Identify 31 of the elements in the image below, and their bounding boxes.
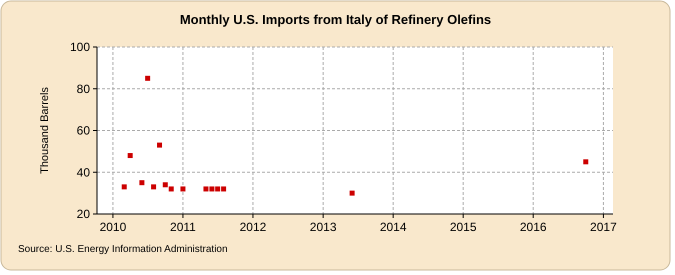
- y-axis-title: Thousand Barrels: [39, 86, 51, 174]
- point: [162, 182, 168, 188]
- x-tick-label: 2011: [170, 220, 196, 234]
- source-note: Source: U.S. Energy Information Administration: [18, 244, 228, 255]
- point: [180, 186, 186, 192]
- y-tick-label: 80: [76, 82, 90, 96]
- y-tick-label: 100: [70, 40, 90, 54]
- x-tick-label: 2017: [590, 220, 618, 234]
- point: [157, 142, 162, 148]
- x-tick-label: 2010: [100, 220, 127, 234]
- y-tick-label: 60: [76, 124, 90, 138]
- point: [221, 186, 226, 192]
- y-tick-label: 40: [76, 165, 90, 180]
- y-tick-label: 20: [76, 207, 90, 221]
- x-tick-label: 2012: [240, 220, 267, 234]
- x-tick-label: 2014: [380, 220, 407, 234]
- point: [583, 159, 588, 164]
- point: [350, 190, 355, 196]
- point: [128, 153, 133, 158]
- point: [151, 184, 156, 190]
- point: [122, 184, 127, 190]
- point: [215, 186, 220, 192]
- x-tick-label: 2016: [520, 220, 547, 234]
- point: [145, 76, 150, 81]
- x-tick-label: 2013: [310, 220, 337, 234]
- x-tick-label: 2015: [450, 220, 477, 234]
- chart-title: Monthly U.S. Imports from Italy of Refinery Olefins: [180, 12, 492, 27]
- point: [203, 186, 208, 192]
- point: [209, 186, 214, 192]
- point: [168, 186, 174, 192]
- point: [139, 180, 144, 186]
